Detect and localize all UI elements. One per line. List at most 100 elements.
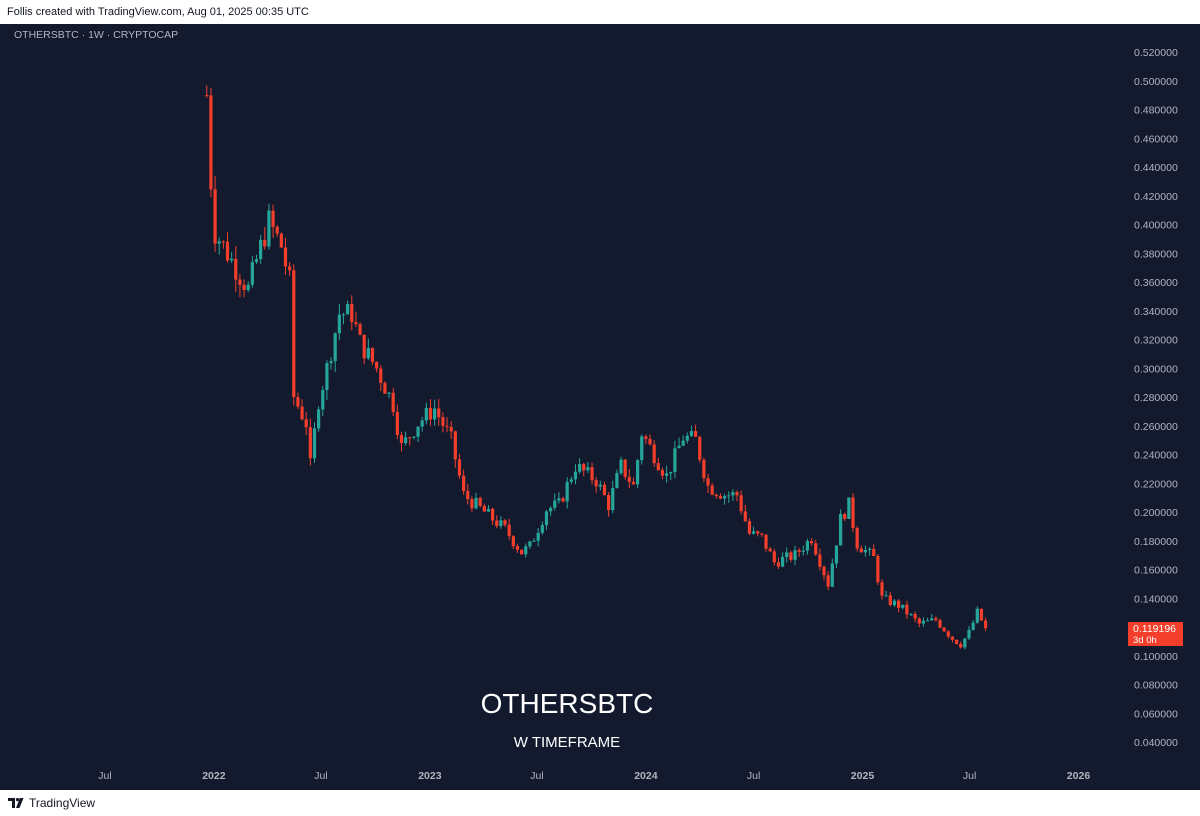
candle-down <box>457 459 462 476</box>
price-tick-label: 0.320000 <box>1134 335 1178 347</box>
candle-down <box>917 618 921 624</box>
candle-down <box>437 408 441 418</box>
tradingview-logo[interactable]: TradingView <box>8 796 95 810</box>
price-tick-label: 0.160000 <box>1134 565 1178 577</box>
candle-up <box>416 426 420 437</box>
candle-up <box>615 473 619 488</box>
candle-up <box>925 620 930 622</box>
price-tick-label: 0.100000 <box>1134 651 1178 663</box>
candle-up <box>863 550 868 553</box>
candle-up <box>751 531 756 534</box>
candle-up <box>267 210 271 247</box>
candle-up <box>499 520 503 527</box>
candle-down <box>760 533 764 535</box>
candle-down <box>221 241 225 243</box>
candle-up <box>254 259 259 263</box>
candle-down <box>946 631 950 637</box>
chart-area[interactable]: OTHERSBTC · 1W · CRYPTOCAP OTHERSBTC W T… <box>0 24 1200 790</box>
candle-up <box>573 471 578 480</box>
candle-down <box>428 407 433 420</box>
candle-up <box>867 548 872 551</box>
candle-up <box>578 464 582 472</box>
candle-down <box>959 643 963 648</box>
price-axis[interactable]: 0.520000 0.500000 0.480000 0.460000 0.440000… <box>1134 47 1178 749</box>
year-tick-label: 2024 <box>634 770 658 782</box>
candle-down <box>702 459 706 479</box>
candle-down <box>213 189 217 244</box>
candle-down <box>818 554 822 567</box>
price-tick-label: 0.500000 <box>1134 76 1178 88</box>
candle-up <box>884 595 888 597</box>
candle-up <box>246 284 250 291</box>
price-tick-label: 0.220000 <box>1134 478 1178 490</box>
tradingview-logo-icon <box>8 798 24 808</box>
candle-up <box>963 638 967 648</box>
candle-up <box>553 500 557 508</box>
candle-down <box>772 551 776 563</box>
candles-group <box>205 85 988 650</box>
candle-down <box>747 521 752 534</box>
candle-down <box>660 470 665 476</box>
candle-down <box>826 575 830 587</box>
candle-down <box>942 627 946 632</box>
candle-down <box>714 494 718 496</box>
price-tick-label: 0.400000 <box>1134 220 1178 232</box>
price-tick-label: 0.340000 <box>1134 306 1178 318</box>
month-tick-label: Jul <box>530 770 543 782</box>
price-tick-label: 0.420000 <box>1134 191 1178 203</box>
price-tick-label: 0.360000 <box>1134 277 1178 289</box>
candle-down <box>627 476 631 482</box>
candle-up <box>420 420 424 427</box>
candle-up <box>217 241 221 244</box>
candle-down <box>950 636 955 640</box>
attribution-text: Follis created with TradingView.com, Aug… <box>7 6 309 18</box>
candle-down <box>743 511 747 522</box>
year-tick-label: 2022 <box>202 770 226 782</box>
month-tick-label: Jul <box>963 770 976 782</box>
candlestick-chart[interactable]: OTHERSBTC · 1W · CRYPTOCAP OTHERSBTC W T… <box>0 24 1200 790</box>
candle-down <box>896 600 901 608</box>
candle-down <box>503 520 507 525</box>
candle-down <box>358 324 362 335</box>
candle-down <box>354 322 358 325</box>
footer-bar: TradingView <box>0 790 1200 816</box>
candle-up <box>722 496 727 499</box>
candle-down <box>698 436 702 460</box>
candle-down <box>631 481 636 485</box>
candle-up <box>847 497 851 519</box>
price-tick-label: 0.060000 <box>1134 708 1178 720</box>
candle-up <box>901 604 905 608</box>
price-tick-label: 0.480000 <box>1134 105 1178 117</box>
candle-down <box>594 480 598 487</box>
candle-down <box>718 495 723 499</box>
candle-down <box>905 604 909 615</box>
candle-down <box>938 620 942 628</box>
candle-down <box>888 595 892 606</box>
price-tick-label: 0.300000 <box>1134 363 1178 375</box>
candle-up <box>598 484 602 487</box>
candle-up <box>673 448 677 472</box>
candle-down <box>656 463 660 471</box>
candle-up <box>259 239 263 260</box>
candle-up <box>619 459 623 474</box>
candle-down <box>648 438 652 445</box>
candle-down <box>296 397 300 407</box>
candle-up <box>337 314 341 334</box>
candle-down <box>822 566 826 576</box>
candle-down <box>855 527 859 549</box>
candle-down <box>275 226 279 234</box>
time-axis[interactable]: Jul 2022 Jul 2023 Jul 2024 Jul 2025 Jul 2026 <box>98 770 1090 782</box>
candle-down <box>462 475 466 491</box>
price-tick-label: 0.140000 <box>1134 593 1178 605</box>
candle-up <box>967 629 971 639</box>
candle-down <box>391 392 395 412</box>
candle-down <box>797 550 801 552</box>
candle-down <box>379 368 383 383</box>
candle-up <box>474 497 478 509</box>
candle-up <box>325 363 329 390</box>
candle-up <box>540 525 544 533</box>
candle-down <box>466 490 470 500</box>
candle-down <box>453 431 457 460</box>
candle-up <box>830 563 834 587</box>
candle-down <box>470 499 474 509</box>
